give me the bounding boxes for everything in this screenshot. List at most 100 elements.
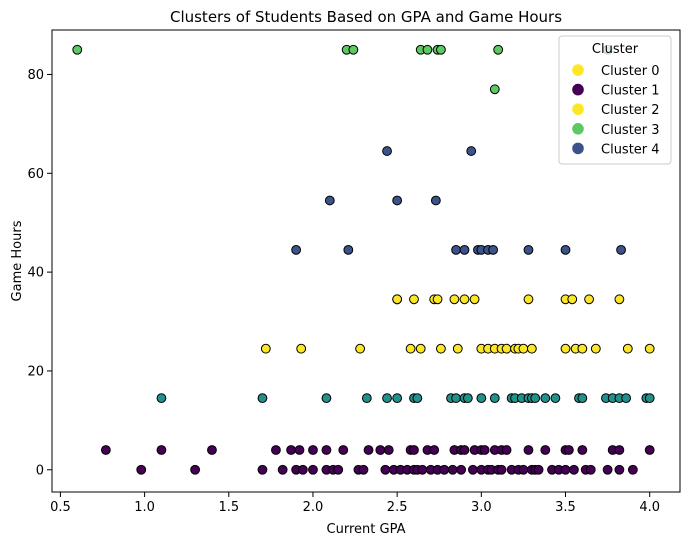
data-point <box>501 343 512 354</box>
data-point <box>560 343 571 354</box>
data-point <box>417 464 428 475</box>
data-point <box>577 445 588 455</box>
y-tick-label: 60 <box>27 167 44 182</box>
x-tick-label: 1.5 <box>218 500 239 515</box>
data-point <box>590 343 601 354</box>
data-point <box>348 44 359 55</box>
data-point <box>644 445 655 455</box>
x-axis-label: Current GPA <box>327 522 406 537</box>
legend-label: Cluster 1 <box>601 84 660 99</box>
x-tick-label: 1.0 <box>134 500 155 515</box>
data-point <box>518 343 529 354</box>
legend-marker <box>572 123 584 135</box>
data-point <box>569 464 579 475</box>
x-tick-label: 2.5 <box>387 500 408 515</box>
data-point <box>422 44 433 55</box>
data-point <box>190 464 201 475</box>
data-point <box>355 343 366 354</box>
data-point <box>409 445 419 455</box>
data-point <box>436 343 446 354</box>
data-point <box>459 294 470 305</box>
data-point <box>308 445 318 455</box>
data-points <box>72 44 655 475</box>
y-tick-label: 40 <box>27 266 44 281</box>
data-point <box>523 294 534 305</box>
data-point <box>518 464 529 475</box>
data-point <box>449 294 460 305</box>
data-point <box>452 343 463 354</box>
legend-label: Cluster 0 <box>601 64 660 79</box>
legend-title: Cluster <box>592 42 639 57</box>
data-point <box>488 244 499 255</box>
data-point <box>466 146 477 156</box>
y-axis-label: Game Hours <box>10 220 25 301</box>
data-point <box>432 294 443 305</box>
x-tick-label: 0.5 <box>50 500 71 515</box>
data-point <box>476 393 487 404</box>
data-point <box>526 343 537 354</box>
data-point <box>412 393 423 404</box>
data-point <box>577 343 588 354</box>
data-point <box>100 445 111 455</box>
data-point <box>383 445 394 455</box>
legend: Cluster Cluster 0 Cluster 1 Cluster 2 Clust… <box>558 35 672 165</box>
legend-box <box>558 35 672 165</box>
data-point <box>409 294 419 305</box>
data-point <box>456 464 467 475</box>
y-tick-label: 20 <box>27 364 44 379</box>
data-point <box>627 464 638 475</box>
data-point <box>614 464 625 475</box>
data-point <box>577 393 588 404</box>
data-point <box>338 445 349 455</box>
data-point <box>622 343 633 354</box>
data-point <box>501 445 512 455</box>
data-point <box>496 464 507 475</box>
data-point <box>286 445 296 455</box>
data-point <box>297 464 308 475</box>
data-point <box>560 244 571 255</box>
x-axis: 0.5 1.0 1.5 2.0 2.5 3.0 3.5 4.0 <box>50 492 660 515</box>
data-point <box>429 445 440 455</box>
data-point <box>271 445 281 455</box>
data-point <box>207 445 217 455</box>
data-point <box>550 393 561 404</box>
data-point <box>294 445 305 455</box>
x-tick-label: 3.5 <box>555 500 576 515</box>
legend-label: Cluster 4 <box>601 142 660 157</box>
data-point <box>523 445 534 455</box>
data-point <box>436 44 446 55</box>
data-point <box>392 195 403 206</box>
data-point <box>382 393 392 404</box>
chart-title: Clusters of Students Based on GPA and Ga… <box>170 8 562 26</box>
data-point <box>585 464 596 475</box>
data-point <box>375 445 386 455</box>
data-point <box>462 393 473 404</box>
legend-marker <box>572 83 584 96</box>
data-point <box>321 393 332 404</box>
data-point <box>260 343 271 354</box>
data-point <box>523 244 534 255</box>
data-point <box>469 294 480 305</box>
legend-label: Cluster 2 <box>601 103 660 118</box>
data-point <box>644 393 655 404</box>
data-point <box>479 445 490 455</box>
data-point <box>563 445 574 455</box>
data-point <box>392 294 403 305</box>
data-point <box>415 343 426 354</box>
legend-label: Cluster 3 <box>601 123 660 138</box>
data-point <box>363 445 374 455</box>
data-point <box>358 464 369 475</box>
data-point <box>451 393 461 404</box>
data-point <box>156 393 167 404</box>
legend-marker <box>572 142 584 155</box>
data-point <box>380 464 391 475</box>
data-point <box>343 244 354 255</box>
data-point <box>533 464 544 475</box>
data-point <box>489 393 500 404</box>
data-point <box>447 464 458 475</box>
data-point <box>584 294 594 305</box>
data-point <box>324 195 335 206</box>
x-tick-label: 4.0 <box>639 500 660 515</box>
y-tick-label: 80 <box>27 68 44 83</box>
